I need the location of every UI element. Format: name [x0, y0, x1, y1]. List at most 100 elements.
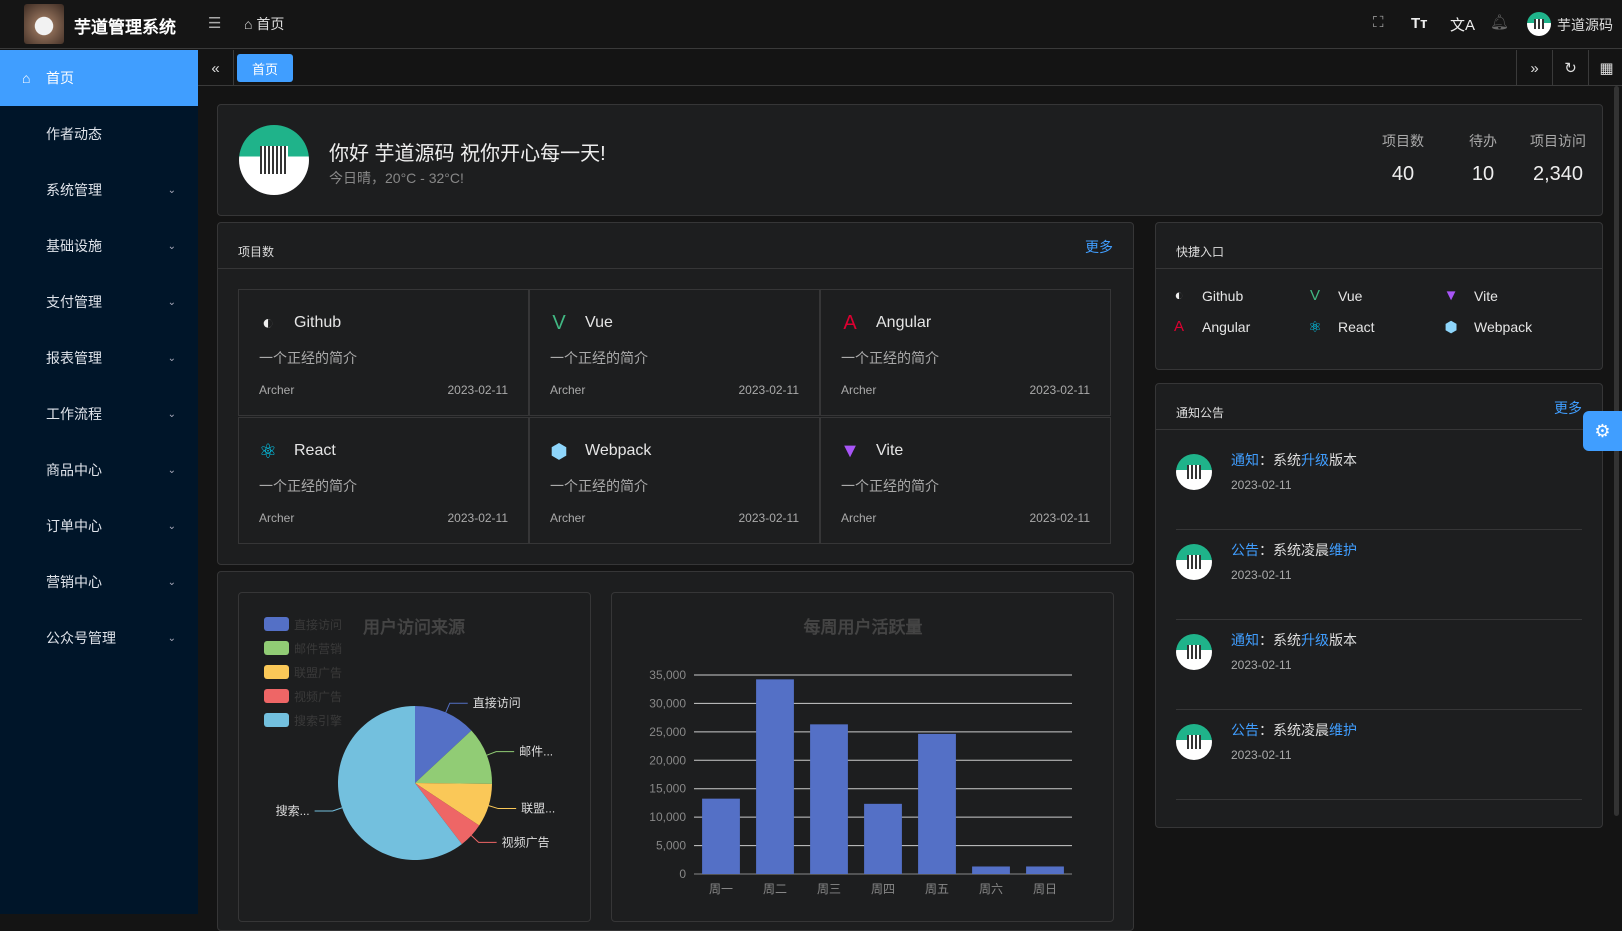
user-avatar[interactable] — [1527, 12, 1551, 36]
project-date: 2023-02-11 — [1029, 383, 1091, 397]
project-desc: 一个正经的简介 — [841, 350, 939, 366]
notices-more-link[interactable]: 更多 — [1554, 400, 1582, 416]
sidebar-item[interactable]: 作者动态 — [0, 106, 198, 162]
notice-sep: ： — [1259, 542, 1273, 558]
project-card[interactable]: ⚛ React 一个正经的简介 Archer 2023-02-11 — [238, 417, 529, 544]
project-card[interactable]: ◐ Github 一个正经的简介 Archer 2023-02-11 — [238, 289, 529, 416]
sidebar-item[interactable]: 支付管理 ⌄ — [0, 274, 198, 330]
x-tick-label: 周五 — [925, 882, 949, 896]
notice-item[interactable]: 通知：系统升级版本 2023-02-11 — [1176, 440, 1582, 530]
fullscreen-icon[interactable]: ⛶ — [1373, 14, 1384, 31]
webpack-icon: ⬢ — [550, 440, 568, 463]
notice-date: 2023-02-11 — [1231, 568, 1292, 582]
pie-title: 用户访问来源 — [363, 617, 465, 637]
breadcrumb[interactable]: ⌂ 首页 — [244, 14, 284, 34]
sidebar-item-label: 首页 — [46, 70, 74, 86]
sidebar-item[interactable]: 工作流程 ⌄ — [0, 386, 198, 442]
sidebar-item[interactable]: 基础设施 ⌄ — [0, 218, 198, 274]
pie-label: 联盟... — [521, 802, 555, 816]
shortcut-item[interactable]: ⚛ React — [1306, 318, 1374, 336]
shortcut-item[interactable]: V Vue — [1306, 287, 1362, 304]
bar — [756, 679, 794, 874]
project-name: Vue — [585, 314, 613, 331]
project-date: 2023-02-11 — [447, 511, 509, 525]
sidebar-item-label: 商品中心 — [46, 462, 102, 478]
notice-highlight: 维护 — [1329, 542, 1357, 558]
project-card[interactable]: A Angular 一个正经的简介 Archer 2023-02-11 — [820, 289, 1111, 416]
font-size-icon[interactable]: Tт — [1411, 15, 1428, 32]
chevron-down-icon: ⌄ — [167, 184, 176, 196]
project-date: 2023-02-11 — [738, 511, 800, 525]
pie-slice — [415, 706, 472, 783]
shortcut-item[interactable]: ⬢ Webpack — [1442, 318, 1532, 336]
vue-icon: V — [552, 311, 566, 334]
sidebar-item[interactable]: 商品中心 ⌄ — [0, 442, 198, 498]
bar — [810, 724, 848, 874]
project-desc: 一个正经的简介 — [841, 478, 939, 494]
welcome-card: 你好 芋道源码 祝你开心每一天! 今日晴，20°C - 32°C! 项目数 40 … — [217, 104, 1603, 216]
shortcut-item[interactable]: ◐ Github — [1170, 287, 1243, 304]
project-card[interactable]: ▼ Vite 一个正经的简介 Archer 2023-02-11 — [820, 417, 1111, 544]
x-tick-label: 周一 — [709, 882, 733, 896]
bar — [702, 798, 740, 874]
project-card[interactable]: V Vue 一个正经的简介 Archer 2023-02-11 — [529, 289, 820, 416]
projects-more-link[interactable]: 更多 — [1085, 239, 1113, 255]
vite-icon: ▼ — [840, 439, 860, 462]
scroll-right-icon[interactable]: » — [1516, 50, 1552, 86]
shortcut-item[interactable]: A Angular — [1170, 318, 1250, 335]
notice-text: 通知：系统升级版本 — [1231, 630, 1357, 650]
project-date: 2023-02-11 — [447, 383, 509, 397]
notice-pre: 系统 — [1273, 452, 1301, 468]
project-author: Archer — [550, 511, 586, 525]
project-card[interactable]: ⬢ Webpack 一个正经的简介 Archer 2023-02-11 — [529, 417, 820, 544]
menu-collapse-icon[interactable]: ☰ — [208, 15, 222, 32]
grid-menu-icon[interactable]: ▦ — [1588, 50, 1622, 86]
notice-item[interactable]: 通知：系统升级版本 2023-02-11 — [1176, 620, 1582, 710]
y-tick-label: 15,000 — [649, 782, 686, 796]
translate-icon[interactable]: 文A — [1450, 17, 1476, 34]
tab-home[interactable]: 首页 — [237, 54, 293, 82]
scroll-left-icon[interactable]: « — [198, 50, 234, 86]
notice-item[interactable]: 公告：系统凌晨维护 2023-02-11 — [1176, 530, 1582, 620]
webpack-icon: ⬢ — [1444, 319, 1458, 336]
refresh-icon[interactable]: ↻ — [1552, 50, 1588, 86]
shortcut-label: Github — [1202, 287, 1244, 304]
sidebar-item[interactable]: 订单中心 ⌄ — [0, 498, 198, 554]
bar-chart: 每周用户活跃量 0 5,000 10,000 15,000 20,000 25,000 30,… — [649, 617, 1072, 896]
projects-title: 项目数 — [238, 245, 275, 259]
shortcut-item[interactable]: ▼ Vite — [1442, 287, 1498, 304]
vite-icon: ▼ — [1443, 287, 1459, 304]
project-author: Archer — [841, 511, 877, 525]
bar — [864, 803, 902, 874]
chevron-down-icon: ⌄ — [167, 296, 176, 308]
project-name: Webpack — [585, 442, 652, 459]
notice-avatar — [1176, 544, 1212, 580]
app-title: 芋道管理系统 — [74, 18, 176, 37]
legend-label: 直接访问 — [294, 617, 342, 632]
sidebar-item[interactable]: 报表管理 ⌄ — [0, 330, 198, 386]
stat-projects: 项目数 40 — [1368, 131, 1438, 186]
pie-chart: 用户访问来源直接访问邮件营销联盟广告视频广告搜索引擎直接访问邮件...联盟...… — [264, 617, 555, 860]
notices-title: 通知公告 — [1176, 406, 1225, 420]
scrollbar[interactable] — [1614, 86, 1619, 816]
user-name[interactable]: 芋道源码 — [1557, 17, 1613, 33]
sidebar-item[interactable]: ⌂ 首页 — [0, 50, 198, 106]
bell-icon[interactable]: 🔔︎ — [1490, 14, 1510, 31]
legend-label: 视频广告 — [294, 689, 342, 704]
project-desc: 一个正经的简介 — [259, 478, 357, 494]
stat-visits: 项目访问 2,340 — [1518, 131, 1598, 186]
bar-title: 每周用户活跃量 — [804, 617, 923, 637]
notices-card: 通知公告 更多 通知：系统升级版本 2023-02-11 公告：系统凌晨维护 2023-… — [1155, 383, 1603, 828]
x-tick-label: 周六 — [979, 882, 1003, 896]
pie-slice — [415, 730, 492, 784]
sidebar-item[interactable]: 系统管理 ⌄ — [0, 162, 198, 218]
settings-gear-button[interactable]: ⚙ — [1583, 411, 1622, 451]
pie-label-line — [314, 807, 343, 812]
sidebar-item[interactable]: 营销中心 ⌄ — [0, 554, 198, 610]
sidebar-item[interactable]: 公众号管理 ⌄ — [0, 610, 198, 666]
y-tick-label: 25,000 — [649, 725, 686, 739]
home-icon: ⌂ — [244, 16, 253, 32]
notice-item[interactable]: 公告：系统凌晨维护 2023-02-11 — [1176, 710, 1582, 800]
react-icon: ⚛ — [1308, 319, 1322, 336]
breadcrumb-home: 首页 — [256, 16, 285, 32]
